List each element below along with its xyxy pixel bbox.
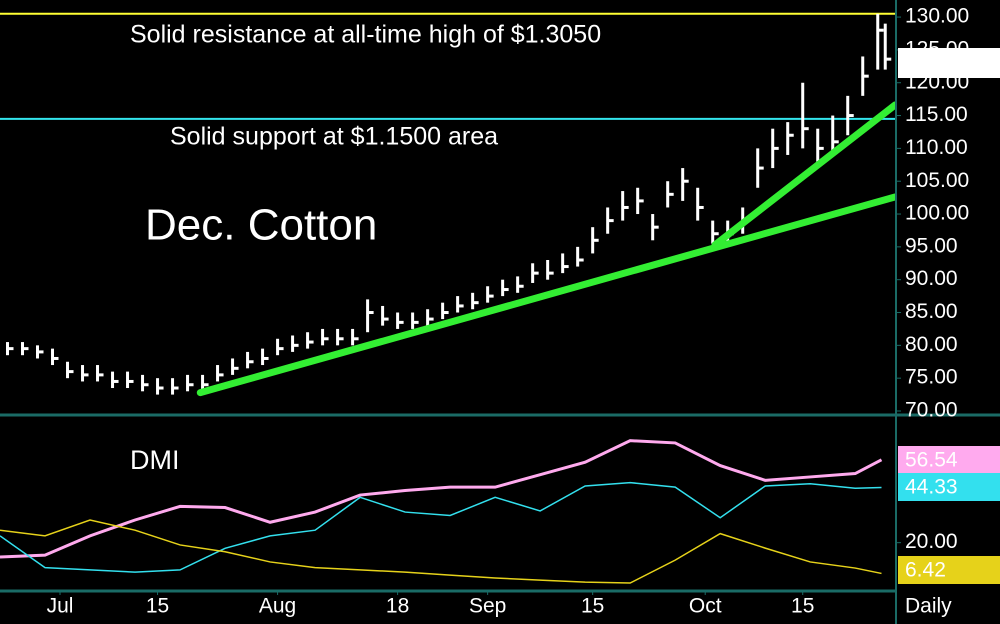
timeframe-label: Daily: [905, 595, 952, 618]
plot-area: [0, 439, 883, 584]
y-tick-label: 80.00: [905, 333, 958, 356]
last-price-label: 123.59: [905, 52, 969, 75]
y-tick-label: 75.00: [905, 366, 958, 389]
y-tick-label: 115.00: [905, 103, 968, 126]
x-tick-label: Jul: [47, 595, 74, 618]
plot-area: [0, 12, 895, 397]
x-tick-label: Sep: [469, 595, 506, 618]
series-line: [0, 439, 883, 559]
y-tick-label: 70.00: [905, 399, 958, 422]
value-box: [898, 556, 1000, 584]
x-tick-label: 15: [791, 595, 814, 618]
y-tick-label: 105.00: [905, 169, 969, 192]
x-tick-label: Oct: [689, 595, 722, 618]
value-box: [898, 446, 1000, 474]
value-label: 56.54: [905, 449, 958, 472]
last-price-box: [898, 48, 1000, 78]
y-tick-label: 100.00: [905, 202, 969, 225]
value-label: 6.42: [905, 559, 946, 582]
y-tick-label: 95.00: [905, 234, 958, 257]
y-tick-label: 20.00: [905, 530, 958, 553]
series-line: [0, 519, 882, 584]
x-tick-label: Aug: [259, 595, 296, 618]
y-tick-label: 90.00: [905, 267, 958, 290]
y-tick-label: 110.00: [905, 136, 968, 159]
y-tick-label: 85.00: [905, 300, 958, 323]
x-tick-label: 15: [146, 595, 169, 618]
value-box: [898, 473, 1000, 501]
y-tick-label: 130.00: [905, 5, 969, 28]
series-line: [0, 481, 882, 573]
x-tick-label: 15: [581, 595, 604, 618]
value-label: 44.33: [905, 476, 958, 499]
annotation: Solid support at $1.1500 area: [170, 123, 498, 151]
trendline: [711, 101, 895, 249]
chart-title: DMI: [130, 445, 180, 475]
x-tick-label: 18: [386, 595, 409, 618]
annotation: Solid resistance at all-time high of $1.…: [130, 21, 601, 49]
chart-title: Dec. Cotton: [145, 201, 377, 250]
trendline: [196, 193, 895, 397]
